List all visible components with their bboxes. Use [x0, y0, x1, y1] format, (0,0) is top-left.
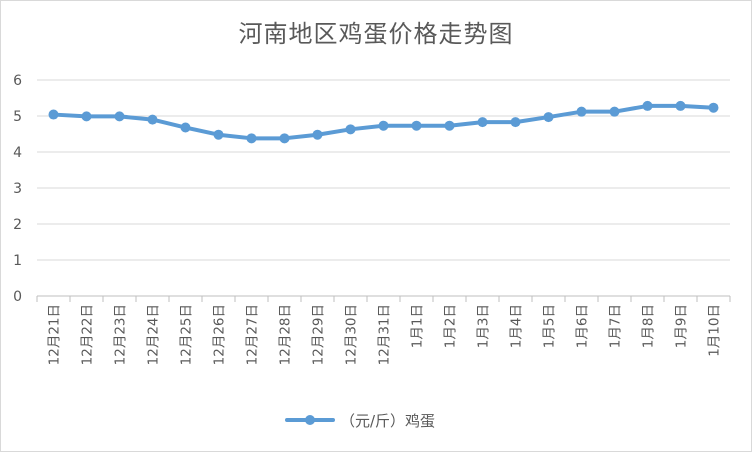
y-tick-label: 2	[13, 217, 22, 233]
y-tick-label: 3	[13, 181, 22, 197]
x-tick-label: 12月22日	[80, 304, 96, 365]
x-tick-label: 1月5日	[542, 304, 558, 348]
x-tick-label: 1月3日	[476, 304, 492, 348]
data-point	[411, 120, 422, 131]
x-tick-label: 1月7日	[608, 304, 624, 348]
y-tick-label: 6	[13, 73, 22, 89]
x-tick-label: 1月9日	[674, 304, 690, 348]
data-point	[642, 100, 653, 111]
x-tick-label: 1月10日	[707, 304, 723, 357]
data-point	[477, 117, 488, 128]
x-tick-label: 1月4日	[509, 304, 525, 348]
x-tick-label: 12月26日	[212, 304, 228, 365]
x-tick-label: 1月1日	[410, 304, 426, 348]
data-point	[279, 133, 290, 144]
legend-marker	[305, 415, 315, 425]
data-point	[510, 117, 521, 128]
y-tick-label: 1	[13, 253, 22, 269]
data-point	[345, 124, 356, 135]
data-point	[147, 114, 158, 125]
legend: （元/斤）鸡蛋	[285, 412, 435, 430]
gridlines	[37, 79, 730, 297]
data-point	[48, 109, 59, 120]
x-tick-label: 12月23日	[113, 304, 129, 365]
x-tick-label: 12月21日	[47, 304, 63, 365]
data-point	[81, 111, 92, 122]
legend-label: （元/斤）鸡蛋	[340, 412, 435, 430]
chart-title: 河南地区鸡蛋价格走势图	[238, 20, 514, 48]
data-point	[675, 100, 686, 111]
series-layer	[48, 100, 719, 144]
data-point	[312, 129, 323, 140]
x-tick-label: 12月30日	[344, 304, 360, 365]
data-point	[180, 122, 191, 133]
data-point	[609, 106, 620, 117]
data-point	[576, 106, 587, 117]
y-tick-label: 0	[13, 289, 22, 305]
x-tick-label: 12月31日	[377, 304, 393, 365]
x-tick-label: 1月8日	[641, 304, 657, 348]
data-point	[246, 133, 257, 144]
y-axis-ticks: 0 1 2 3 4 5 6	[13, 73, 22, 305]
y-tick-label: 4	[13, 145, 22, 161]
x-tick-label: 12月28日	[278, 304, 294, 365]
data-point	[378, 120, 389, 131]
x-tick-label: 1月2日	[443, 304, 459, 348]
data-point	[543, 112, 554, 123]
x-tick-label: 12月27日	[245, 304, 261, 365]
data-point	[444, 120, 455, 131]
x-tick-label: 1月6日	[575, 304, 591, 348]
x-tick-label: 12月24日	[146, 304, 162, 365]
data-point	[114, 111, 125, 122]
data-point	[708, 102, 719, 113]
data-point	[213, 129, 224, 140]
y-tick-label: 5	[13, 109, 22, 125]
x-tick-label: 12月29日	[311, 304, 327, 365]
x-axis: 12月21日 12月22日 12月23日 12月24日 12月25日 12月26日 12月2…	[36, 296, 731, 365]
x-tick-label: 12月25日	[179, 304, 195, 365]
